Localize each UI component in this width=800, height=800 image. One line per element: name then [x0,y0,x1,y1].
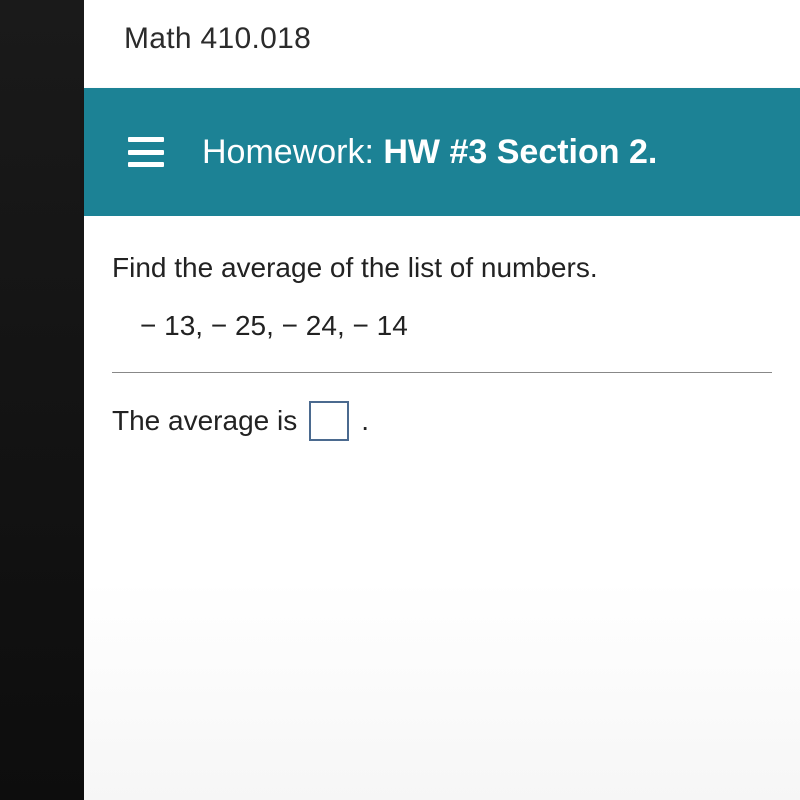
problem-content: Find the average of the list of numbers.… [84,216,800,800]
answer-input[interactable] [309,401,349,441]
homework-title-light: Homework: [202,133,383,171]
problem-numbers: − 13, − 25, − 24, − 14 [140,310,772,342]
device-frame: Math 410.018 Homework: HW #3 Section 2. … [0,0,800,800]
hamburger-menu-icon[interactable] [128,137,164,167]
divider [112,372,772,373]
homework-header: Homework: HW #3 Section 2. [84,88,800,216]
answer-prefix: The average is [112,405,297,437]
homework-title: Homework: HW #3 Section 2. [202,133,657,172]
app-viewport: Math 410.018 Homework: HW #3 Section 2. … [84,0,800,800]
course-bar: Math 410.018 [84,0,800,88]
homework-title-bold: HW #3 Section 2. [383,133,657,171]
answer-suffix: . [361,405,369,437]
problem-prompt: Find the average of the list of numbers. [112,252,772,284]
answer-line: The average is . [112,401,772,441]
course-title: Math 410.018 [124,22,760,56]
